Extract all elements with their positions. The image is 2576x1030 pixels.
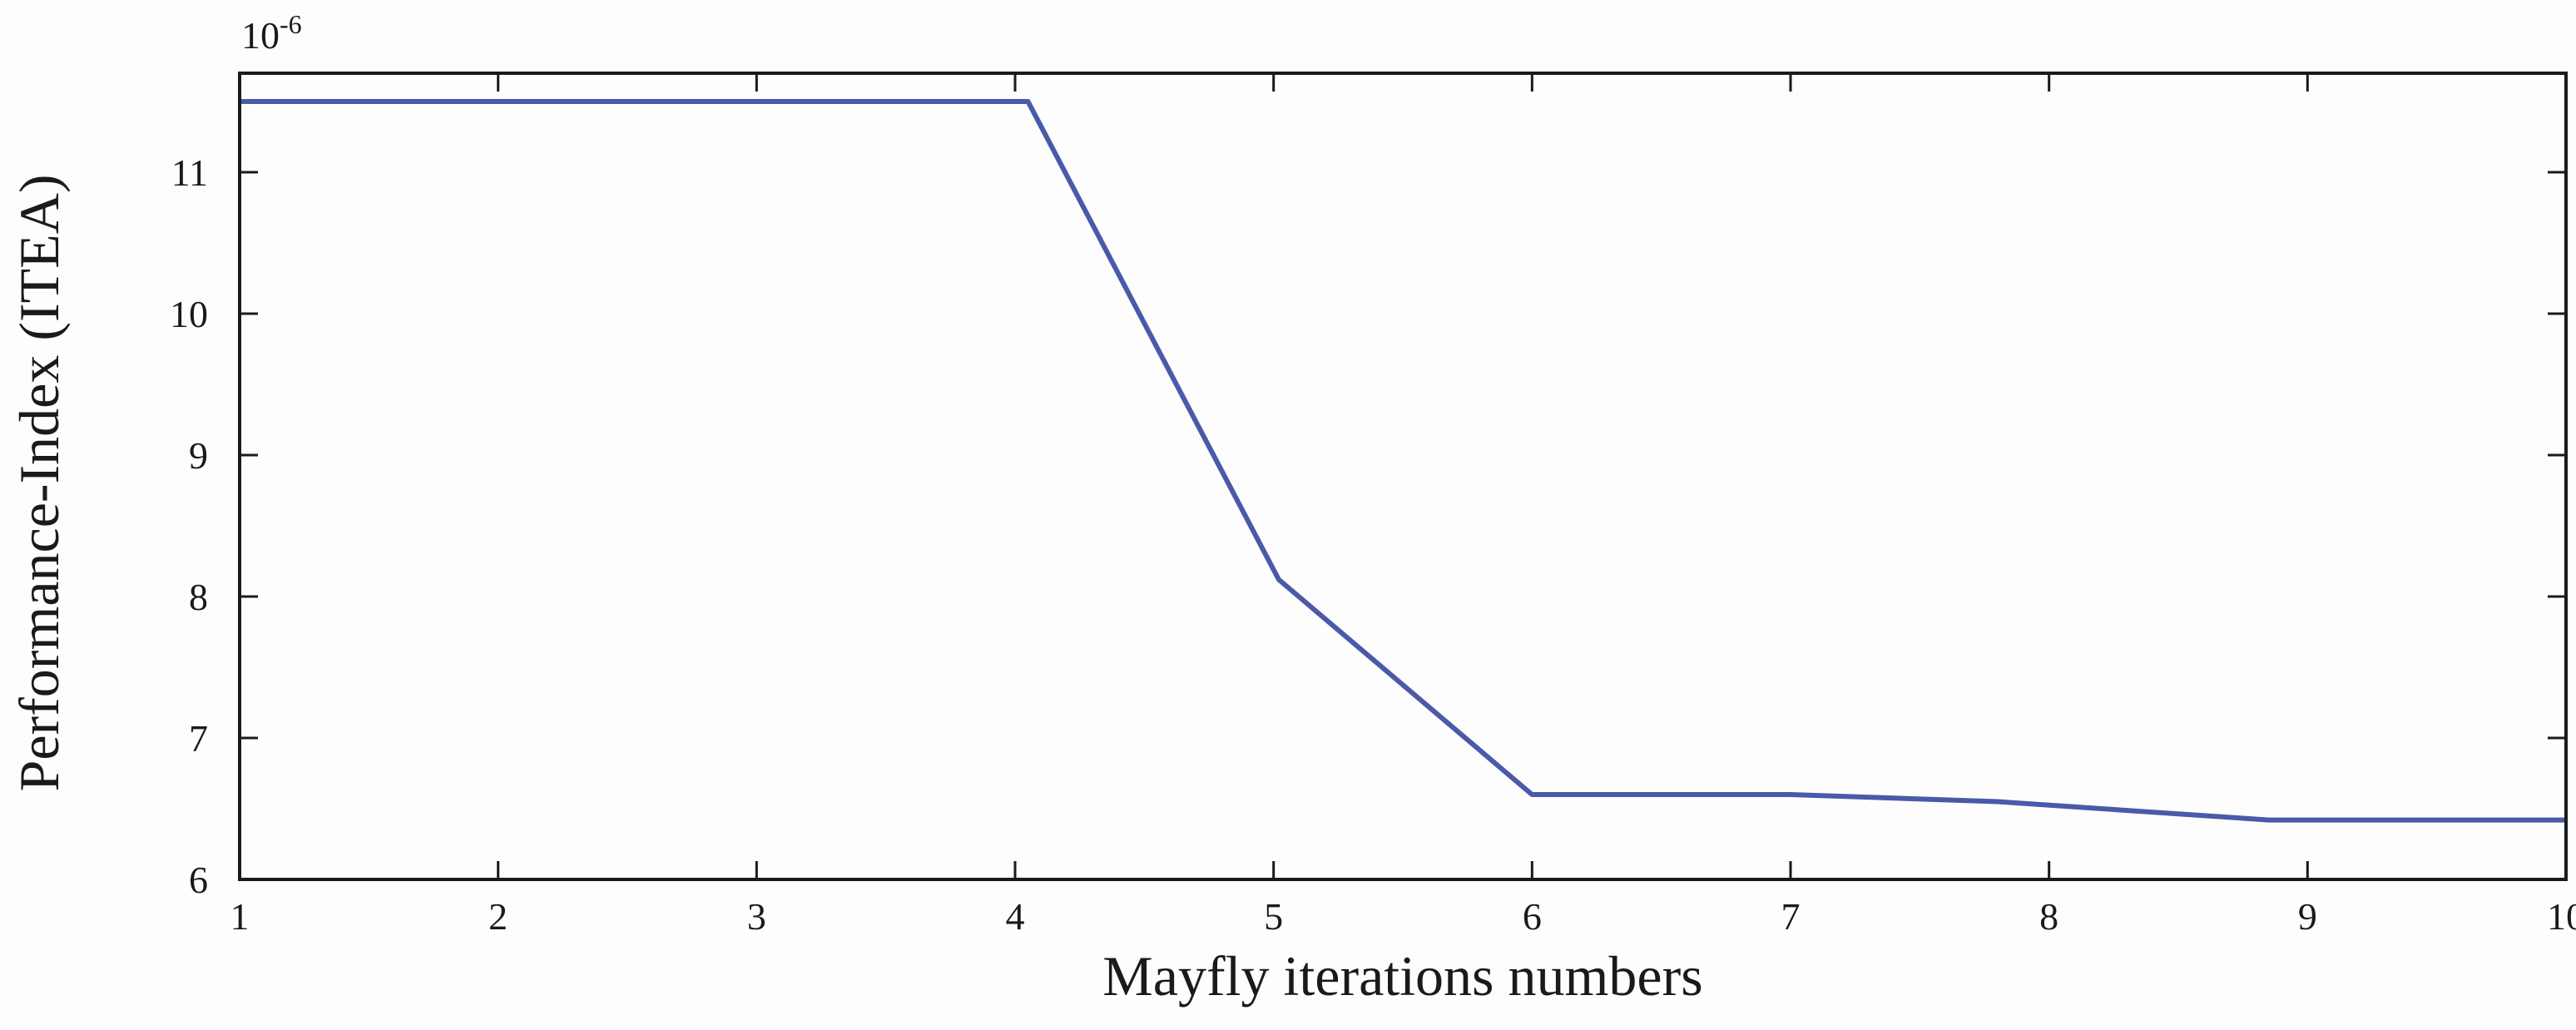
y-tick-label: 8 xyxy=(189,576,208,618)
x-axis-label: Mayfly iterations numbers xyxy=(1102,944,1702,1008)
x-tick-label: 2 xyxy=(488,895,508,938)
x-tick-label: 3 xyxy=(747,895,766,938)
x-tick-label: 6 xyxy=(1523,895,1542,938)
x-tick-label: 7 xyxy=(1781,895,1801,938)
y-tick-label: 10 xyxy=(170,293,208,335)
y-axis-multiplier-exponent: -6 xyxy=(280,9,302,39)
x-tick-label: 4 xyxy=(1006,895,1025,938)
y-tick-label: 7 xyxy=(189,717,208,760)
x-tick-label: 1 xyxy=(230,895,250,938)
y-axis-label: Performance-Index (ITEA) xyxy=(7,175,71,792)
y-tick-label: 9 xyxy=(189,434,208,477)
x-tick-label: 5 xyxy=(1264,895,1283,938)
plot-frame xyxy=(238,72,2568,881)
y-axis-multiplier: 10-6 xyxy=(241,9,302,57)
series-line xyxy=(240,99,2566,823)
tick-labels: 1 2 3 4 5 6 7 8 9 10 6 7 8 9 10 11 xyxy=(170,151,2576,938)
y-axis-multiplier-base: 10 xyxy=(241,14,280,57)
x-tick-label: 10 xyxy=(2547,895,2576,938)
x-tick-label: 8 xyxy=(2039,895,2058,938)
x-tick-label: 9 xyxy=(2298,895,2317,938)
y-tick-label: 11 xyxy=(171,151,208,194)
series-layer xyxy=(240,99,2566,823)
y-tick-label: 6 xyxy=(189,859,208,901)
tick-marks xyxy=(238,73,2568,881)
